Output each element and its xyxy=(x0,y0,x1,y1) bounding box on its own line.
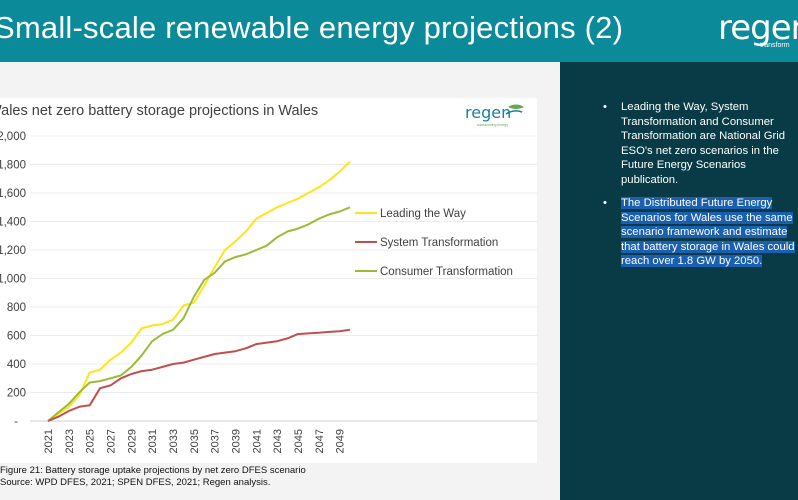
y-tick-label: 1,800 xyxy=(0,160,26,172)
y-tick-label: 1,600 xyxy=(0,188,26,200)
bullet-line: Transformation are National Grid xyxy=(621,130,786,142)
y-tick-label: 200 xyxy=(7,388,26,400)
caption-source-line: Source: WPD DFES, 2021; SPEN DFES, 2021;… xyxy=(0,477,271,488)
bullet-line: Scenarios for Wales use the same xyxy=(621,211,793,224)
x-tick-labels: 2021 2023 2025 2027 2029 2031 2033 2035 2037 2039… xyxy=(43,429,347,453)
y-tick-labels: 200 400 600 800 1,000 1,200 1,400 1,600 1,800 2,0… xyxy=(0,131,26,428)
y-tick-label: 1,200 xyxy=(0,245,26,257)
x-tick-label: 2033 xyxy=(168,429,180,453)
y-tick-label: 400 xyxy=(7,359,26,371)
logo-wordmark: regen xyxy=(718,8,798,48)
legend: Leading the Way System Transformation Cons… xyxy=(355,208,513,278)
title-bar: Small-scale renewable energy projections… xyxy=(0,0,798,62)
bullet-line: scenario framework and estimate xyxy=(621,226,788,238)
bullet-line: Future Energy Scenarios xyxy=(621,159,746,171)
bullet-list: Leading the Way, System Transformation an… xyxy=(603,100,798,278)
bullet-line: ESO's net zero scenarios in the xyxy=(621,144,779,157)
bullet-line: that battery storage in Wales could xyxy=(621,240,795,253)
x-tick-label: 2035 xyxy=(189,429,201,453)
regen-logo: regen transform xyxy=(718,8,798,54)
chart-card xyxy=(0,98,537,463)
series-lines xyxy=(47,160,351,422)
x-tick-label: 2023 xyxy=(64,429,76,453)
x-tick-label: 2043 xyxy=(272,429,284,453)
figure-caption: Figure 21: Battery storage uptake projec… xyxy=(0,465,306,489)
bullet-item: Leading the Way, System Transformation an… xyxy=(603,100,798,187)
legend-label: System Transformation xyxy=(380,237,498,249)
x-tick-label: 2031 xyxy=(147,429,159,453)
chart-logo-wordmark: regen xyxy=(465,103,511,122)
y-tick-label: 2,000 xyxy=(0,131,26,143)
chart-logo-tagline: transforming energy xyxy=(477,123,508,127)
series-line-2 xyxy=(47,206,351,422)
caption-figure-line: Figure 21: Battery storage uptake projec… xyxy=(0,465,306,476)
y-tick-zero: - xyxy=(14,416,18,428)
bullet-line: publication. xyxy=(621,173,679,186)
x-tick-label: 2047 xyxy=(314,429,326,453)
swirl-icon xyxy=(505,110,523,115)
x-tick-label: 2045 xyxy=(293,429,305,453)
x-tick-label: 2049 xyxy=(335,429,347,453)
x-tick-label: 2021 xyxy=(43,429,55,453)
y-tick-label: 800 xyxy=(7,302,26,314)
leaf-icon xyxy=(508,104,524,109)
legend-label: Consumer Transformation xyxy=(380,266,513,278)
bullet-line: Leading the Way, System xyxy=(621,101,749,113)
gridlines xyxy=(30,135,537,393)
x-tick-label: 2029 xyxy=(126,429,138,453)
x-tick-label: 2037 xyxy=(210,429,222,453)
x-tick-label: 2025 xyxy=(85,429,97,453)
logo-tagline: transform xyxy=(760,42,790,49)
bullet-line: The Distributed Future Energy xyxy=(621,197,773,209)
battery-storage-chart: 200 400 600 800 1,000 1,200 1,400 1,600 1,800 2,0… xyxy=(0,103,537,453)
bullet-line: reach over 1.8 GW by 2050. xyxy=(621,255,763,267)
chart-title: Wales net zero battery storage projectio… xyxy=(0,103,318,119)
y-tick-label: 1,400 xyxy=(0,217,26,229)
x-tick-label: 2041 xyxy=(251,429,263,453)
slide-title: Small-scale renewable energy projections… xyxy=(0,10,624,45)
x-tick-label: 2039 xyxy=(230,429,242,453)
bullet-item: The Distributed Future Energy Scenarios f… xyxy=(603,196,798,269)
y-tick-label: 600 xyxy=(7,331,26,343)
series-line-0 xyxy=(47,160,351,422)
y-tick-label: 1,000 xyxy=(0,274,26,286)
x-tick-label: 2027 xyxy=(105,429,117,453)
bullet-line: Transformation and Consumer xyxy=(621,115,774,128)
series-line-1 xyxy=(47,328,351,422)
legend-label: Leading the Way xyxy=(380,208,466,220)
chart-regen-logo: regen transforming energy xyxy=(465,103,524,127)
